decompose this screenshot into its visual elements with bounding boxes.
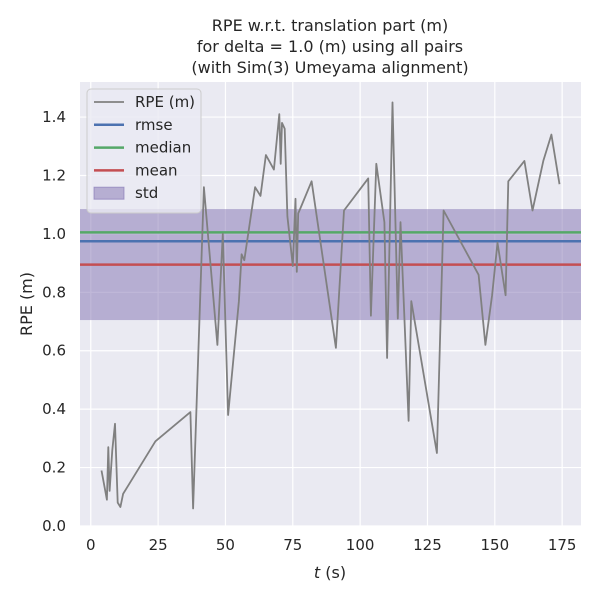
x-tick-label: 0 [86, 536, 96, 554]
x-tick-label: 175 [548, 536, 577, 554]
x-tick-label: 75 [283, 536, 302, 554]
legend-label-mean: mean [135, 161, 178, 179]
y-tick-label: 0.2 [42, 459, 66, 477]
y-tick-label: 0.0 [42, 517, 66, 535]
x-tick-label: 25 [149, 536, 168, 554]
y-tick-label: 1.2 [42, 166, 66, 184]
x-axis-label: t (s) [314, 563, 346, 582]
legend-swatch-std [93, 186, 125, 200]
y-tick-label: 0.8 [42, 283, 66, 301]
x-axis-label-unit: (s) [320, 563, 346, 582]
x-tick-label: 50 [216, 536, 235, 554]
x-tick-label: 125 [413, 536, 442, 554]
legend-label-std: std [135, 184, 158, 202]
legend-box [86, 88, 202, 214]
y-axis-label: RPE (m) [17, 272, 36, 336]
series-layer [100, 101, 561, 510]
chart-title-line-3: (with Sim(3) Umeyama alignment) [191, 58, 468, 77]
chart-title-line-2: for delta = 1.0 (m) using all pairs [197, 37, 463, 56]
y-tick-label: 1.0 [42, 225, 66, 243]
x-tick-label: 150 [480, 536, 509, 554]
y-axis-ticks: 0.0 0.2 0.4 0.6 0.8 1.0 1.2 1.4 [42, 108, 66, 535]
legend: RPE (m) rmse median mean std [86, 88, 202, 214]
y-tick-label: 1.4 [42, 108, 66, 126]
legend-label-rmse: rmse [135, 116, 173, 134]
x-axis-label-var: t [314, 563, 321, 582]
y-tick-label: 0.6 [42, 342, 66, 360]
legend-label-median: median [135, 139, 191, 157]
y-tick-label: 0.4 [42, 400, 66, 418]
x-tick-label: 100 [346, 536, 375, 554]
x-axis-ticks: 0 25 50 75 100 125 150 175 [86, 536, 576, 554]
rpe-series-line [100, 101, 561, 510]
chart-title-line-1: RPE w.r.t. translation part (m) [212, 16, 448, 35]
stat-lines [80, 231, 581, 266]
legend-label-rpe: RPE (m) [135, 93, 195, 111]
